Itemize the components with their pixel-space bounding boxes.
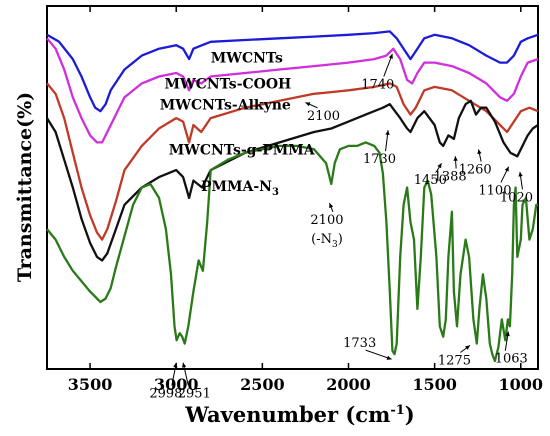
peak-annotation: 1388 [434, 170, 467, 185]
annotation-close: ) [338, 232, 343, 247]
series-line-pmma-n3 [46, 141, 538, 363]
annotation-arrowhead [386, 355, 392, 360]
annotation-arrowhead [305, 102, 311, 107]
annotation-arrowhead [477, 149, 482, 155]
series-line-mwcnts-alkyne [46, 82, 539, 241]
annotation-arrowhead [437, 163, 442, 169]
annotation-arrow [365, 349, 392, 360]
annotation-subscript: 3 [332, 240, 338, 250]
x-tick-label: 2500 [240, 375, 285, 394]
peak-annotation: 2100 [307, 109, 340, 124]
peak-annotation: 2998 [149, 386, 182, 401]
series-line-mwcnts [46, 30, 539, 113]
annotation-arrowhead [388, 53, 393, 59]
x-axis-ticks: 3500 3000 2500 2000 1500 1000 [68, 6, 543, 394]
x-axis-label-sup: -1 [390, 403, 404, 418]
annotation-arrowhead [453, 156, 458, 161]
peak-annotation: 2951 [178, 386, 211, 401]
series-line-mwcnts-cooh [46, 37, 539, 144]
annotation-arrowhead [181, 362, 187, 368]
annotation-arrowhead [385, 130, 390, 135]
series-label: MWCNTs-COOH [165, 77, 292, 93]
annotation-arrowhead [505, 331, 510, 337]
x-tick-label: 2000 [326, 375, 371, 394]
plot-frame [46, 5, 539, 370]
peak-annotation: 1740 [361, 78, 394, 93]
x-axis-label-close: ) [405, 402, 415, 427]
annotation-arrowhead [329, 203, 334, 209]
series-line-mwcnts-g-pmma [46, 99, 539, 262]
peak-annotation: 2100 [310, 213, 343, 228]
series-layer [46, 30, 539, 363]
annotation-arrowhead [518, 171, 523, 177]
series-label: MWCNTs [211, 51, 283, 67]
peak-annotation: 1260 [459, 163, 492, 178]
peak-annotation: 1063 [495, 352, 528, 367]
peak-annotation: 1275 [438, 353, 471, 368]
x-tick-label: 1000 [499, 375, 544, 394]
series-label: MWCNTs-Alkyne [160, 97, 291, 113]
peak-annotation: 1100 [478, 183, 511, 198]
x-axis-label: Wavenumber (cm-1) [184, 402, 414, 427]
peak-annotation: 1730 [363, 152, 396, 167]
x-tick-label: 3500 [68, 375, 113, 394]
annotation-arrowhead [465, 345, 470, 350]
peak-annotation: (-N3) [311, 232, 343, 250]
x-axis-label-main: Wavenumber (cm [184, 402, 390, 427]
peak-annotation: 1733 [343, 336, 376, 351]
peak-annotation: 1020 [500, 190, 533, 205]
peak-annotation: 1450 [414, 173, 447, 188]
annotation-layer: MWCNTs MWCNTs-COOH MWCNTs-Alkyne MWCNTs-g-P… [149, 51, 533, 402]
x-tick-label: 3000 [154, 375, 199, 394]
x-tick-label: 1500 [412, 375, 457, 394]
series-label-subscript: 3 [272, 187, 279, 198]
annotation-arrowhead [504, 166, 509, 172]
y-axis-label: Transmittance(%) [14, 92, 36, 282]
series-label: MWCNTs-g-PMMA [169, 143, 316, 159]
series-label: PMMA-N3 [201, 179, 279, 198]
